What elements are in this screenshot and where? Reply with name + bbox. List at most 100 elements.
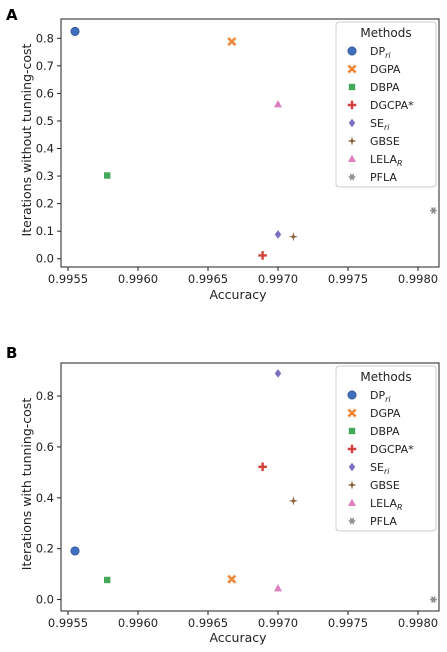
legend-box bbox=[335, 21, 437, 188]
data-point-dp-b bbox=[70, 546, 80, 556]
y-tick-label: 0.1 bbox=[36, 224, 54, 238]
y-tick-label: 0.4 bbox=[36, 142, 54, 156]
legend-label-subscript: ri bbox=[385, 51, 391, 60]
legend-label-name: DP bbox=[370, 389, 385, 402]
x-tick-label: 0.9960 bbox=[118, 616, 158, 630]
data-point-dgcpa-a bbox=[258, 251, 267, 260]
x-tick-label: 0.9970 bbox=[258, 616, 298, 630]
legend-label-name: DBPA bbox=[370, 81, 400, 94]
legend-label: DBPA bbox=[370, 81, 400, 94]
data-point-gbse-a bbox=[288, 232, 298, 242]
points-b bbox=[70, 369, 437, 603]
legend-a: MethodsDPriDGPADBPADGCPA*SEriGBSELELARPF… bbox=[335, 21, 437, 188]
data-point-pfla-a bbox=[430, 207, 437, 214]
y-tick-label: 0.6 bbox=[36, 440, 54, 454]
legend-label-name: PFLA bbox=[370, 171, 397, 184]
data-point-dgpa-a bbox=[227, 37, 237, 47]
legend-marker bbox=[347, 136, 357, 146]
legend-marker bbox=[348, 462, 356, 472]
x-tick-label: 0.9980 bbox=[398, 272, 438, 286]
data-point-dbpa-b bbox=[104, 576, 111, 584]
legend-marker bbox=[348, 517, 356, 525]
data-point-pfla-b bbox=[430, 596, 437, 603]
y-tick-label: 0.0 bbox=[36, 252, 54, 266]
legend-label: DGCPA* bbox=[370, 443, 414, 456]
legend-marker bbox=[348, 173, 356, 181]
legend-label: DGPA bbox=[370, 407, 401, 420]
x-tick-label: 0.9970 bbox=[258, 272, 298, 286]
legend-title: Methods bbox=[360, 26, 411, 40]
legend-label-name: PFLA bbox=[370, 515, 397, 528]
legend-label: PFLA bbox=[370, 515, 397, 528]
x-axis-label-a: Accuracy bbox=[209, 287, 267, 302]
data-point-se-b bbox=[274, 369, 282, 378]
legend-label: DGCPA* bbox=[370, 99, 414, 112]
legend-label: DPri bbox=[370, 389, 391, 404]
legend-label-name: LELA bbox=[370, 153, 397, 166]
y-tick-label: 0.2 bbox=[36, 542, 54, 556]
x-tick-label: 0.9965 bbox=[188, 616, 228, 630]
data-point-lela-a bbox=[274, 100, 282, 108]
y-tick-label: 0.2 bbox=[36, 197, 54, 211]
x-axis-label-b: Accuracy bbox=[209, 630, 267, 645]
legend-label: GBSE bbox=[370, 135, 400, 148]
legend-label-subscript: R bbox=[397, 159, 403, 168]
legend-marker bbox=[347, 408, 357, 418]
legend-marker bbox=[347, 480, 357, 490]
legend-box bbox=[335, 365, 437, 532]
legend-label-name: DBPA bbox=[370, 425, 400, 438]
x-tick-label: 0.9960 bbox=[118, 272, 158, 286]
ticks-a: 0.9955 0.9960 0.9965 0.9970 0.9975 0.9980 0.0 0… bbox=[36, 31, 438, 286]
y-tick-label: 0.5 bbox=[36, 114, 54, 128]
legend-label: GBSE bbox=[370, 479, 400, 492]
legend-label-name: DGCPA* bbox=[370, 443, 414, 456]
legend-label-name: GBSE bbox=[370, 479, 400, 492]
legend-label: SEri bbox=[370, 117, 390, 132]
legend-marker bbox=[348, 154, 356, 162]
legend-marker bbox=[348, 83, 356, 91]
panel-label-a: A bbox=[6, 6, 18, 24]
y-axis-label-b: Iterations with tunning-cost bbox=[19, 398, 34, 571]
legend-label: DGPA bbox=[370, 63, 401, 76]
data-point-dp-a bbox=[70, 26, 80, 36]
plot-area-a bbox=[60, 18, 440, 268]
legend-marker bbox=[347, 100, 357, 110]
legend-title: Methods bbox=[360, 370, 411, 384]
legend-marker bbox=[348, 498, 356, 506]
legend-label-subscript: ri bbox=[385, 395, 391, 404]
y-tick-label: 0.4 bbox=[36, 491, 54, 505]
legend-label: PFLA bbox=[370, 171, 397, 184]
legend-b: MethodsDPriDGPADBPADGCPA*SEriGBSELELARPF… bbox=[335, 365, 437, 532]
legend-label: DBPA bbox=[370, 425, 400, 438]
x-tick-label: 0.9975 bbox=[328, 272, 368, 286]
data-point-dgcpa-b bbox=[258, 462, 267, 472]
legend-label-name: GBSE bbox=[370, 135, 400, 148]
legend-label-name: LELA bbox=[370, 497, 397, 510]
y-axis-label-a: Iterations without tunning-cost bbox=[19, 43, 34, 236]
x-tick-label: 0.9955 bbox=[48, 272, 88, 286]
legend-marker bbox=[347, 46, 357, 56]
legend-marker bbox=[347, 64, 357, 74]
legend-label-name: SE bbox=[370, 117, 384, 130]
y-tick-label: 0.7 bbox=[36, 59, 54, 73]
legend-label-subscript: ri bbox=[384, 123, 390, 132]
legend-label-name: DP bbox=[370, 45, 385, 58]
x-tick-label: 0.9955 bbox=[48, 616, 88, 630]
data-point-se-a bbox=[274, 230, 282, 239]
legend-label: DPri bbox=[370, 45, 391, 60]
points-a bbox=[70, 26, 437, 260]
panel-label-b: B bbox=[6, 344, 17, 362]
legend-label-name: DGPA bbox=[370, 407, 401, 420]
data-point-dgpa-b bbox=[227, 574, 237, 584]
data-point-lela-b bbox=[274, 583, 282, 592]
legend-label-name: DGPA bbox=[370, 63, 401, 76]
x-tick-label: 0.9980 bbox=[398, 616, 438, 630]
legend-label: LELAR bbox=[370, 497, 403, 512]
legend-marker bbox=[347, 390, 357, 400]
ticks-b: 0.9955 0.9960 0.9965 0.9970 0.9975 0.9980 0.0 0… bbox=[36, 389, 438, 630]
plot-area-b bbox=[60, 362, 440, 612]
y-tick-label: 0.0 bbox=[36, 593, 54, 607]
y-tick-label: 0.8 bbox=[36, 31, 54, 45]
data-point-gbse-b bbox=[288, 496, 298, 506]
